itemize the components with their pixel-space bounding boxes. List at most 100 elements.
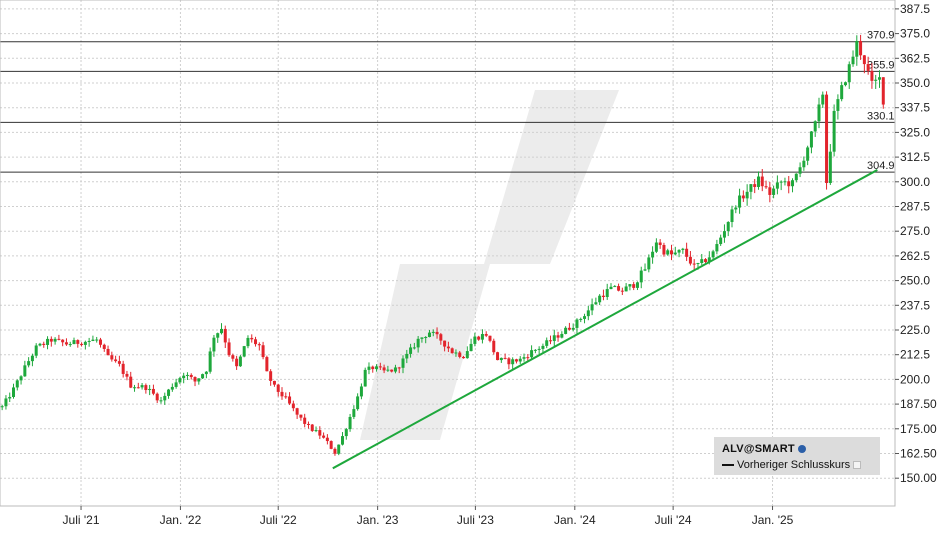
candle	[431, 329, 435, 337]
x-tick-label: Juli '24	[655, 513, 692, 527]
x-tick-label: Jan. '22	[160, 513, 202, 527]
candle	[866, 56, 870, 75]
candle	[57, 334, 61, 341]
candle	[791, 178, 795, 193]
candle	[420, 337, 424, 343]
candle	[189, 373, 193, 380]
candle	[359, 383, 363, 400]
candlesticks	[0, 34, 885, 456]
candle	[310, 423, 314, 432]
candle	[159, 396, 163, 404]
candle	[806, 145, 810, 166]
legend-symbol-row: ALV@SMART	[722, 443, 806, 455]
candle	[530, 345, 534, 360]
candle	[125, 370, 129, 381]
candle	[114, 355, 118, 363]
candle	[545, 337, 549, 349]
candle	[775, 175, 779, 195]
checkbox-icon[interactable]	[853, 461, 862, 470]
candle	[503, 353, 507, 360]
y-tick-label: 337.5	[900, 101, 930, 115]
dashed-line-icon	[722, 464, 734, 467]
candle	[356, 393, 360, 411]
candle	[38, 342, 42, 347]
candle	[95, 336, 99, 343]
candle	[507, 357, 511, 370]
candle	[197, 378, 201, 385]
candle	[405, 349, 409, 364]
candle	[605, 283, 609, 300]
candle	[30, 353, 34, 367]
candle	[390, 369, 394, 373]
y-tick-label: 287.5	[900, 199, 930, 213]
candle	[386, 365, 390, 372]
candle	[488, 335, 492, 343]
candle	[670, 244, 674, 261]
candle	[34, 343, 38, 359]
candle	[348, 413, 352, 432]
candle	[64, 338, 68, 346]
candle	[809, 130, 813, 154]
candle	[798, 162, 802, 178]
candle	[212, 334, 216, 357]
candle	[624, 283, 628, 292]
y-tick-label: 262.5	[900, 249, 930, 263]
candle	[314, 426, 318, 433]
candle	[700, 253, 704, 266]
candle	[575, 318, 579, 334]
candle	[382, 364, 386, 374]
candle	[83, 340, 87, 350]
candle	[741, 190, 745, 202]
candle	[318, 426, 322, 440]
candle	[409, 343, 413, 358]
candle	[363, 367, 367, 387]
candle	[560, 331, 564, 339]
candle	[862, 55, 866, 74]
candle	[443, 340, 447, 352]
candle	[855, 35, 859, 66]
candle	[250, 334, 254, 343]
candle	[344, 427, 348, 440]
candle	[730, 205, 734, 228]
candle	[817, 97, 821, 129]
candle	[756, 171, 760, 190]
y-tick-label: 300.0	[900, 175, 930, 189]
candle	[72, 337, 76, 345]
candle	[435, 327, 439, 339]
candle	[874, 74, 878, 89]
reference-lines: 370.9 355.9 330.1 304.9	[0, 30, 895, 173]
reference-line-label: 370.9	[867, 30, 895, 42]
candle	[772, 185, 776, 199]
candle	[821, 91, 825, 108]
candle	[416, 335, 420, 353]
candle	[859, 34, 863, 60]
candle	[110, 351, 114, 362]
candle	[548, 335, 552, 345]
candle	[843, 81, 847, 87]
candle	[427, 329, 431, 338]
candle	[61, 339, 65, 347]
candle	[794, 173, 798, 183]
candle	[208, 347, 212, 374]
candle	[155, 392, 159, 403]
candle	[692, 259, 696, 270]
candle	[136, 382, 140, 389]
candle	[303, 413, 307, 428]
candle	[469, 338, 473, 352]
candle	[764, 180, 768, 189]
candle	[140, 383, 144, 390]
y-tick-label: 225.0	[900, 323, 930, 337]
candle	[257, 342, 261, 351]
candle	[280, 387, 284, 400]
candle	[832, 104, 836, 157]
x-tick-label: Jan. '25	[752, 513, 794, 527]
candle	[178, 376, 182, 385]
candle	[499, 357, 503, 363]
gridlines	[0, 0, 895, 506]
candle	[91, 335, 95, 342]
candle	[23, 360, 27, 377]
candle	[496, 351, 500, 361]
candle	[492, 338, 496, 355]
candle	[98, 337, 102, 348]
candle	[393, 364, 397, 374]
